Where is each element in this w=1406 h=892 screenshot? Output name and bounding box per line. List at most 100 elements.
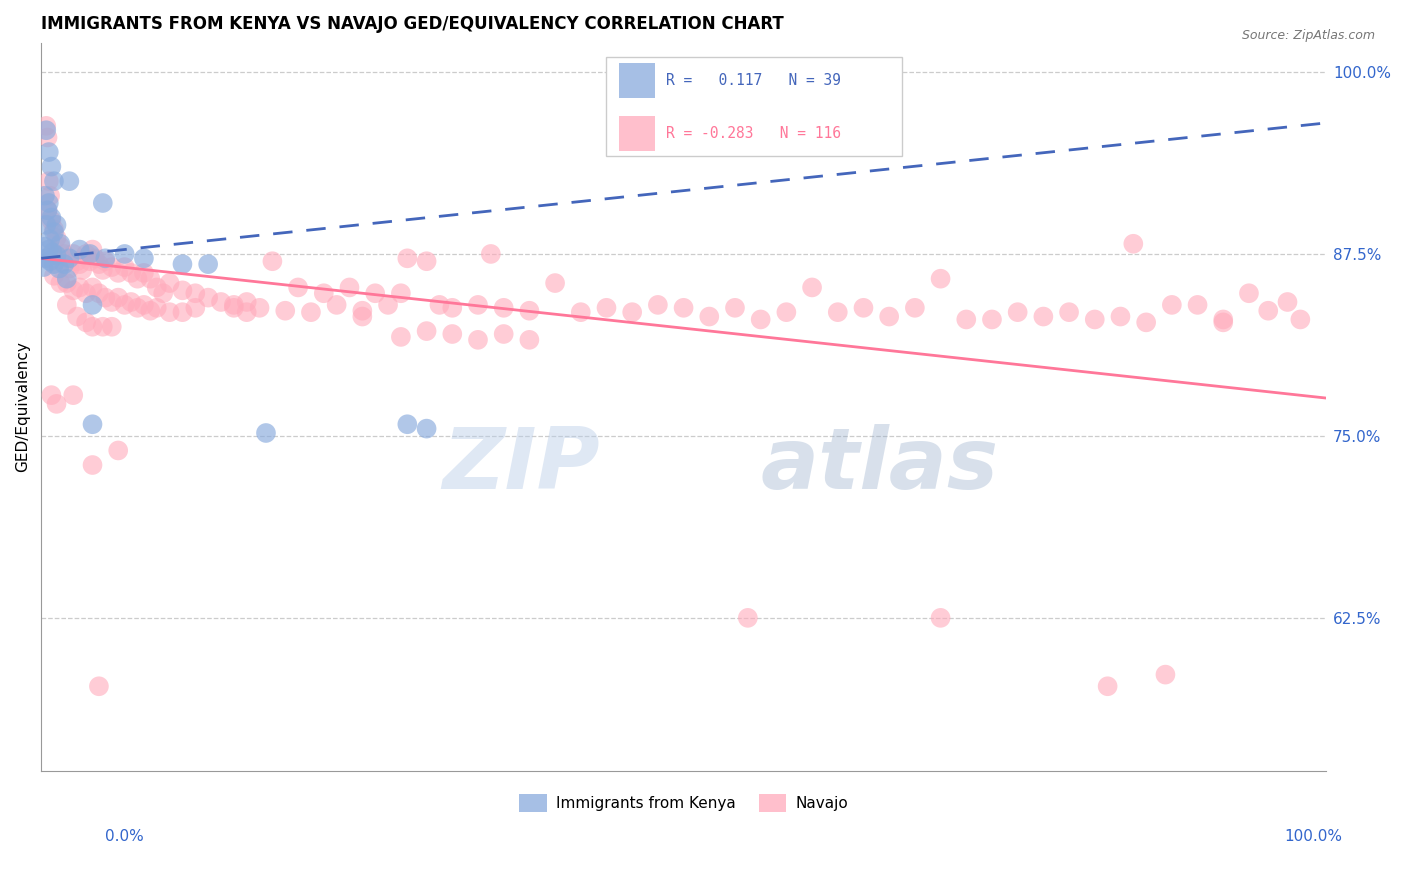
Point (209, 295, 232, 310)
Point (38, 196, 60, 211)
Point (775, 305, 797, 319)
Point (37, 203, 59, 218)
Point (184, 301, 207, 315)
Point (91, 196, 114, 211)
Text: IMMIGRANTS FROM KENYA VS NAVAJO GED/EQUIVALENCY CORRELATION CHART: IMMIGRANTS FROM KENYA VS NAVAJO GED/EQUI… (41, 15, 785, 33)
Point (312, 286, 335, 301)
Point (75, 315, 97, 329)
Point (41, 245, 63, 260)
Point (45, 231, 67, 245)
Point (249, 301, 271, 315)
Point (120, 266, 142, 280)
Point (222, 298, 245, 312)
Point (492, 326, 515, 341)
Point (53, 247, 76, 261)
Point (544, 276, 567, 290)
Point (852, 301, 875, 315)
Point (377, 298, 399, 312)
Point (1277, 295, 1299, 310)
Point (1097, 679, 1119, 693)
Point (1160, 298, 1182, 312)
Point (62, 388, 84, 402)
Point (41, 211, 63, 225)
Text: 0.0%: 0.0% (105, 830, 145, 844)
Point (569, 305, 592, 319)
Point (877, 310, 900, 324)
Point (87, 679, 110, 693)
Legend: Immigrants from Kenya, Navajo: Immigrants from Kenya, Navajo (513, 788, 853, 818)
Point (415, 254, 437, 268)
Point (145, 301, 167, 315)
Point (56, 298, 79, 312)
Point (87, 286, 110, 301)
Point (621, 305, 644, 319)
Point (41, 388, 63, 402)
Point (339, 280, 361, 294)
Point (101, 319, 124, 334)
Point (159, 305, 181, 319)
Point (42, 225, 65, 239)
Point (352, 310, 374, 324)
Point (595, 301, 617, 315)
Point (45, 248, 67, 262)
Point (697, 310, 720, 324)
Point (127, 301, 149, 315)
Point (45, 218, 67, 232)
Point (1109, 310, 1132, 324)
Point (32, 260, 55, 274)
Point (415, 422, 437, 436)
Point (172, 283, 194, 297)
Point (1007, 305, 1029, 319)
Point (172, 257, 194, 271)
Point (107, 291, 129, 305)
Y-axis label: GED/Equivalency: GED/Equivalency (15, 342, 30, 472)
Point (159, 276, 181, 290)
Point (114, 298, 136, 312)
Point (299, 305, 322, 319)
Point (69, 257, 91, 271)
Point (107, 266, 129, 280)
Point (94, 254, 117, 268)
Text: R = -0.283   N = 116: R = -0.283 N = 116 (665, 127, 841, 141)
Point (441, 301, 464, 315)
Point (127, 271, 149, 285)
Point (41, 160, 63, 174)
Point (274, 303, 297, 318)
Point (114, 260, 136, 274)
Point (1057, 305, 1080, 319)
Point (396, 252, 419, 266)
Point (49, 276, 72, 290)
Point (35, 119, 58, 133)
Point (132, 266, 155, 280)
Point (82, 458, 104, 472)
Point (139, 303, 162, 318)
Point (56, 254, 79, 268)
Point (37, 203, 59, 218)
Point (45, 397, 67, 411)
Point (1032, 310, 1054, 324)
Point (56, 276, 79, 290)
Point (904, 301, 927, 315)
Point (114, 247, 136, 261)
Text: ZIP: ZIP (443, 424, 600, 507)
Point (82, 417, 104, 432)
Point (35, 218, 58, 232)
Point (1289, 312, 1312, 326)
Point (69, 243, 91, 257)
Point (82, 298, 104, 312)
Point (737, 611, 759, 625)
FancyBboxPatch shape (606, 57, 903, 156)
Point (66, 310, 89, 324)
Point (38, 243, 60, 257)
Point (101, 260, 124, 274)
Point (955, 312, 977, 326)
Point (39, 188, 62, 202)
Point (389, 286, 412, 301)
Point (38, 174, 60, 188)
Point (145, 280, 167, 294)
Point (35, 252, 58, 266)
Text: atlas: atlas (761, 424, 998, 507)
Point (42, 257, 65, 271)
Point (87, 257, 110, 271)
Text: R =   0.117   N = 39: R = 0.117 N = 39 (665, 73, 841, 88)
